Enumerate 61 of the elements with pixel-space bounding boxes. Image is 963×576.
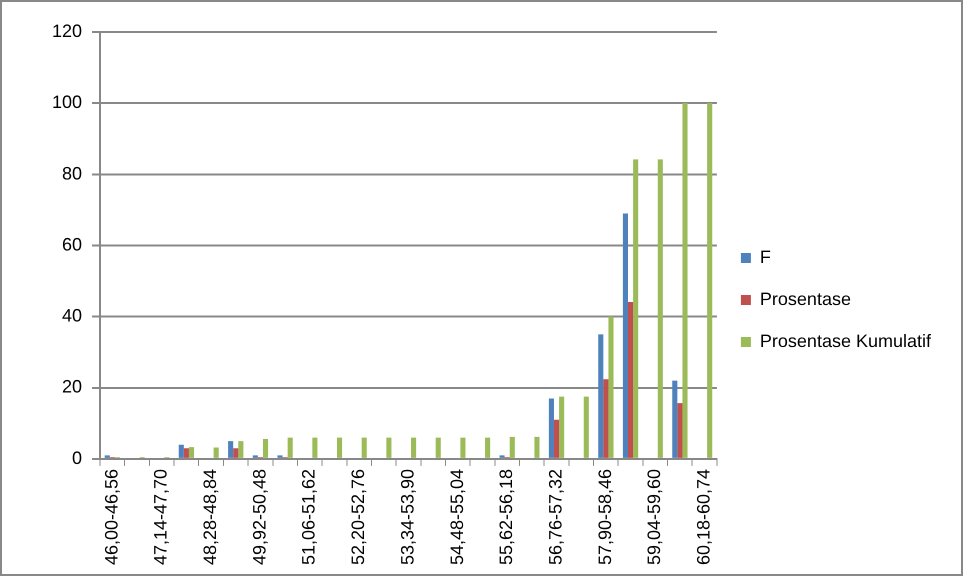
- bar: [336, 438, 342, 458]
- x-tick-label: 46,00-46,56: [101, 468, 122, 566]
- x-tick-label: 56,76-57,32: [545, 468, 566, 566]
- y-tick-label: 40: [62, 306, 82, 326]
- y-tick-label: 0: [72, 448, 82, 468]
- bar: [682, 103, 688, 458]
- x-tick-label: 60,18-60,74: [694, 468, 714, 566]
- bar: [262, 438, 268, 458]
- bar: [288, 438, 293, 458]
- bar: [598, 334, 604, 458]
- bar: [622, 213, 628, 458]
- bar: [628, 302, 634, 458]
- bar: [436, 438, 441, 458]
- y-tick-label: 20: [62, 376, 82, 397]
- bar: [677, 403, 682, 458]
- bar: [184, 448, 189, 458]
- y-tick-label: 60: [62, 234, 82, 254]
- bar: [608, 316, 614, 458]
- bar: [559, 396, 564, 458]
- bar: [104, 455, 110, 458]
- bar: [411, 438, 416, 458]
- bar: [672, 380, 678, 458]
- bar: [584, 396, 589, 458]
- bar: [252, 455, 258, 458]
- y-tick-label: 120: [52, 20, 82, 41]
- bar: [554, 420, 560, 458]
- y-tick-label: 100: [52, 92, 82, 112]
- bar: [233, 448, 238, 458]
- x-tick-label: 51,06-51,62: [298, 468, 319, 566]
- x-tick-label: 47,14-47,70: [150, 468, 171, 566]
- x-tick-label: 48,28-48,84: [200, 468, 220, 566]
- bar: [603, 379, 608, 458]
- bar: [228, 441, 234, 458]
- bar: [362, 438, 367, 458]
- legend-label: F: [760, 246, 771, 267]
- bar: [178, 444, 184, 458]
- bar: [510, 436, 515, 458]
- bar: [707, 103, 712, 458]
- legend-label: Prosentase: [760, 288, 851, 309]
- x-tick-label: 49,92-50,48: [249, 468, 270, 566]
- x-tick-label: 53,34-53,90: [397, 468, 418, 566]
- bar: [386, 438, 392, 458]
- bar: [500, 455, 505, 458]
- legend-label: Prosentase Kumulatif: [760, 330, 932, 351]
- y-tick-label: 80: [62, 163, 82, 184]
- bar: [633, 159, 638, 458]
- bar: [460, 438, 466, 458]
- bar: [534, 436, 540, 458]
- x-tick-label: 57,90-58,46: [594, 468, 615, 566]
- x-tick-label: 52,20-52,76: [348, 468, 368, 566]
- bar: [214, 448, 219, 458]
- bar: [312, 438, 318, 458]
- bar: [238, 441, 244, 458]
- bar: [485, 438, 490, 458]
- bar: [658, 159, 663, 458]
- bar: [277, 455, 283, 458]
- bar: [548, 398, 554, 458]
- x-tick-label: 59,04-59,60: [644, 468, 664, 566]
- x-tick-label: 54,48-55,04: [446, 468, 467, 566]
- bar: [188, 447, 194, 458]
- x-tick-label: 55,62-56,18: [496, 468, 516, 566]
